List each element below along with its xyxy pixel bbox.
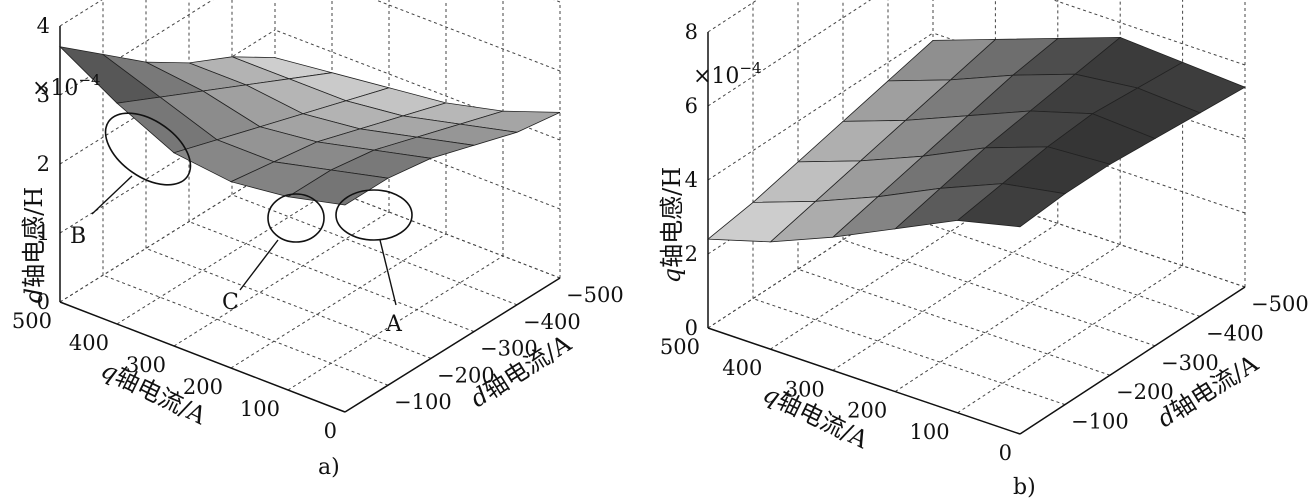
- z-tick-label: 2: [685, 242, 698, 266]
- annotation-ellipse-b: [104, 112, 192, 186]
- y-tick-label: 500: [12, 309, 52, 333]
- annotation-leader-b: [91, 175, 133, 215]
- surface-patch: [956, 183, 1067, 228]
- z-tick-label: 4: [37, 14, 50, 38]
- x-tick-label: −300: [1161, 351, 1219, 375]
- z-axis-label: q轴电感/H: [658, 167, 686, 283]
- surface-patch: [286, 169, 390, 206]
- surface-plot: [58, 46, 561, 206]
- z-tick-label: 0: [685, 316, 698, 340]
- x-tick-label: −200: [1116, 380, 1174, 404]
- surface-patch: [706, 200, 817, 243]
- y-tick-label: 400: [722, 356, 762, 380]
- x-tick-label: −400: [523, 310, 581, 334]
- surface-plot: [706, 36, 1246, 243]
- y-tick-label: 500: [660, 335, 700, 359]
- x-tick-label: −100: [1071, 410, 1129, 434]
- z-multiplier: ×10−4: [693, 59, 762, 89]
- y-tick-label: 0: [999, 441, 1012, 465]
- annotations: B C A: [70, 112, 413, 337]
- annotation-ellipse-c: [267, 193, 325, 243]
- x-tick-label: −400: [1206, 321, 1264, 345]
- z-tick-label: 8: [685, 20, 698, 44]
- annotation-leader-a: [379, 239, 397, 306]
- y-tick-label: 100: [910, 420, 950, 444]
- x-tick-label: −500: [566, 283, 624, 307]
- x-tick-label: −300: [480, 337, 538, 361]
- caption-a: a): [318, 455, 340, 480]
- y-tick-label: 300: [126, 353, 166, 377]
- z-axis-label: d轴电感/H: [20, 187, 48, 303]
- x-tick-label: −200: [437, 363, 495, 387]
- y-tick-label: 300: [785, 377, 825, 401]
- annotation-label-c: C: [222, 290, 239, 315]
- z-tick-label: 0: [37, 290, 50, 314]
- caption-b: b): [1013, 475, 1036, 500]
- y-tick-label: 100: [240, 397, 280, 421]
- x-tick-label: −100: [394, 390, 452, 414]
- z-tick-label: 6: [685, 94, 698, 118]
- y-tick-label: 400: [69, 331, 109, 355]
- z-tick-label: 2: [37, 152, 50, 176]
- z-tick-label: 3: [37, 83, 50, 107]
- z-tick-label: 1: [37, 221, 50, 245]
- annotation-leader-c: [239, 239, 279, 291]
- panel-b: 0 2 4 6 8 500 400 300 200 100 0 −100 −200 −300 −400 −50…: [658, 0, 1308, 500]
- x-tick-label: −500: [1251, 292, 1308, 316]
- annotation-label-b: B: [70, 224, 86, 249]
- panel-a: 0 1 2 3 4 500 400 300 200 100 0 −100 −200−300 −400 −50…: [12, 0, 624, 480]
- annotation-label-a: A: [385, 312, 403, 337]
- y-tick-label: 0: [324, 419, 337, 443]
- annotation-ellipse-a: [335, 189, 413, 241]
- z-multiplier: ×10−4: [32, 71, 101, 101]
- z-tick-label: 4: [685, 168, 698, 192]
- y-tick-label: 200: [847, 399, 887, 423]
- y-tick-label: 200: [183, 375, 223, 399]
